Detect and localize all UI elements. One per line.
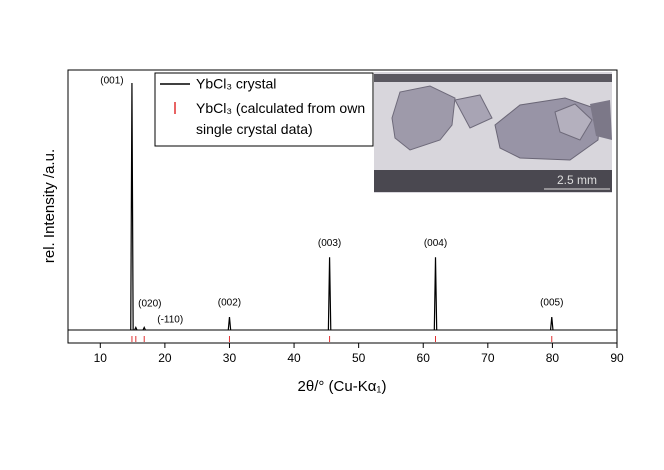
x-tick-label: 70	[481, 351, 495, 365]
x-tick-label: 40	[287, 351, 301, 365]
peak-label: (003)	[318, 238, 341, 249]
crystal	[554, 103, 593, 141]
x-tick-label: 10	[94, 351, 108, 365]
peak-label: (005)	[540, 298, 563, 309]
legend-label: YbCl₃ (calculated from own single crysta…	[196, 100, 366, 137]
x-tick-label: 80	[546, 351, 560, 365]
peak	[433, 257, 438, 331]
scale-bar-label: 2.5 mm	[557, 173, 597, 187]
peak-label: (020)	[138, 299, 161, 310]
peak	[549, 316, 554, 331]
inset-bar-top	[374, 74, 612, 82]
x-axis-label: 2θ/° (Cu-Kα₁)	[298, 378, 387, 395]
plot-frame	[67, 69, 618, 344]
peak-label: (004)	[424, 238, 447, 249]
peak-label: (001)	[100, 76, 123, 87]
legend-label: YbCl₃ crystal	[196, 76, 276, 92]
peak-label: (-110)	[157, 315, 183, 326]
crystal	[590, 100, 612, 140]
x-tick-label: 60	[417, 351, 431, 365]
peak	[134, 325, 138, 331]
inset-photo: 2.5 mm	[374, 72, 612, 193]
x-tick-label: 30	[223, 351, 237, 365]
x-tick-label: 50	[352, 351, 366, 365]
peak-label: (002)	[218, 298, 241, 309]
inset-bar-bottom	[374, 170, 612, 192]
legend	[154, 72, 374, 147]
peak	[130, 82, 134, 331]
x-tick-label: 90	[610, 351, 624, 365]
peak	[327, 257, 332, 331]
crystal	[454, 94, 493, 129]
crystal	[391, 85, 456, 151]
peak	[142, 325, 146, 331]
y-axis-label: rel. Intensity /a.u.	[41, 149, 58, 263]
x-tick-label: 20	[158, 351, 172, 365]
legend-label-box: YbCl₃ (calculated from own single crysta…	[196, 100, 366, 137]
peak	[227, 316, 232, 331]
